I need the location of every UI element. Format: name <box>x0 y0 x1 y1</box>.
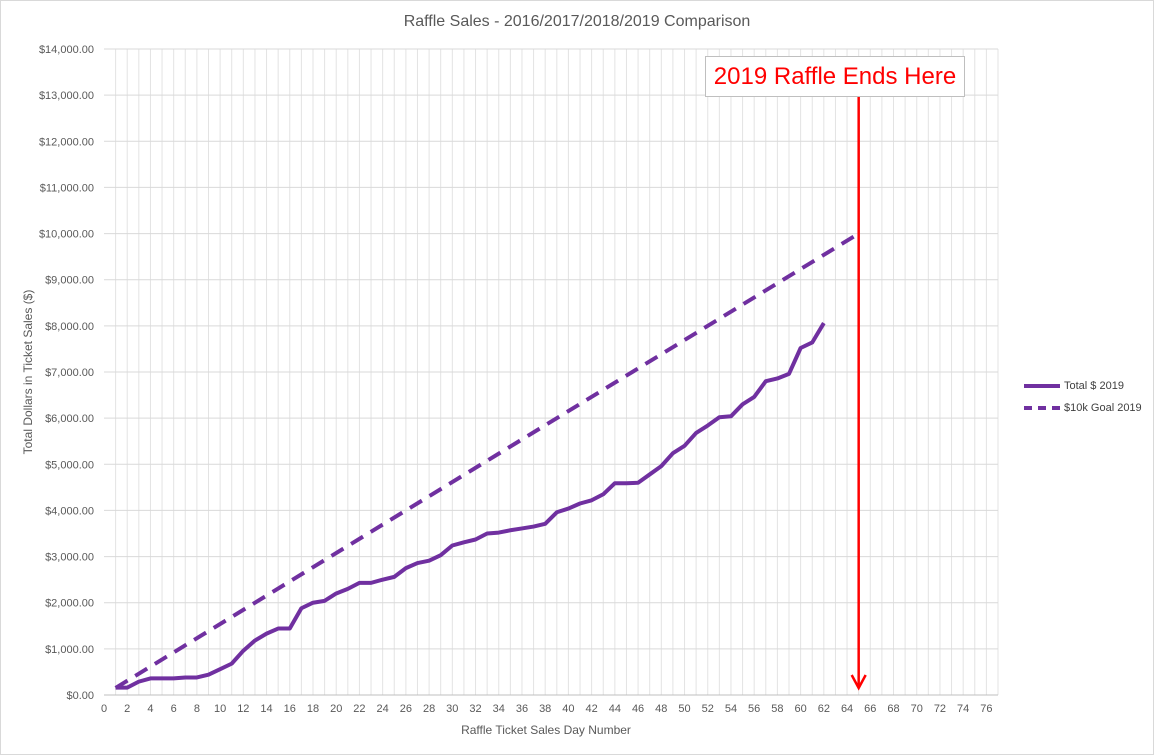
x-tick-label: 26 <box>400 703 412 715</box>
legend-label-goal: $10k Goal 2019 <box>1064 402 1142 414</box>
x-tick-label: 32 <box>469 703 481 715</box>
x-tick-label: 10 <box>214 703 226 715</box>
legend-swatch-solid <box>1024 384 1060 388</box>
x-tick-label: 14 <box>260 703 272 715</box>
x-tick-label: 50 <box>678 703 690 715</box>
series-line-total-2019 <box>115 322 826 690</box>
x-tick-label: 34 <box>493 703 505 715</box>
x-tick-label: 38 <box>539 703 551 715</box>
x-tick-label: 4 <box>147 703 153 715</box>
x-tick-label: 24 <box>377 703 389 715</box>
x-tick-label: 76 <box>980 703 992 715</box>
y-tick-label: $9,000.00 <box>45 275 94 287</box>
x-tick-label: 0 <box>101 703 107 715</box>
y-tick-label: $14,000.00 <box>39 44 94 56</box>
legend: Total $ 2019 $10k Goal 2019 <box>1024 375 1142 419</box>
y-tick-label: $11,000.00 <box>40 182 94 194</box>
x-tick-label: 74 <box>957 703 969 715</box>
x-tick-label: 66 <box>864 703 876 715</box>
annotation-arrow-head <box>850 674 867 691</box>
x-tick-labels: 0 2 4 6 8 10 12 14 16 18 20 22 24 26 28 30 32 34 36 38 40 42 4… <box>101 703 993 715</box>
x-tick-label: 8 <box>194 703 200 715</box>
chart-title: Raffle Sales - 2016/2017/2018/2019 Compa… <box>403 13 751 30</box>
x-tick-label: 36 <box>516 703 528 715</box>
x-tick-label: 48 <box>655 703 667 715</box>
y-tick-label: $7,000.00 <box>45 367 94 379</box>
y-tick-label: $4,000.00 <box>45 505 94 517</box>
y-tick-label: $12,000.00 <box>39 136 94 148</box>
x-tick-label: 30 <box>446 703 458 715</box>
legend-swatch-dashed <box>1024 406 1060 410</box>
legend-label-total: Total $ 2019 <box>1064 380 1124 392</box>
y-tick-labels: $0.00 $1,000.00 $2,000.00 $3,000.00 $4,000.0… <box>39 44 94 702</box>
x-axis-title-text: Raffle Ticket Sales Day Number <box>461 723 631 737</box>
x-tick-label: 16 <box>284 703 296 715</box>
y-tick-label: $2,000.00 <box>45 598 94 610</box>
x-tick-label: 64 <box>841 703 853 715</box>
x-tick-label: 44 <box>609 703 621 715</box>
y-tick-label: $6,000.00 <box>45 413 94 425</box>
x-tick-label: 70 <box>911 703 923 715</box>
x-tick-label: 28 <box>423 703 435 715</box>
x-tick-label: 54 <box>725 703 737 715</box>
y-tick-label: $8,000.00 <box>45 321 94 333</box>
x-tick-label: 58 <box>771 703 783 715</box>
x-tick-label: 52 <box>702 703 714 715</box>
x-tick-label: 62 <box>818 703 830 715</box>
x-tick-label: 12 <box>237 703 249 715</box>
legend-item-total: Total $ 2019 <box>1024 375 1142 397</box>
y-tick-label: $0.00 <box>66 690 94 702</box>
y-tick-label: $5,000.00 <box>45 459 94 471</box>
series-line-goal-2019 <box>114 231 860 690</box>
series-lines <box>114 231 860 690</box>
x-tick-label: 40 <box>562 703 574 715</box>
x-tick-label: 68 <box>887 703 899 715</box>
x-tick-label: 2 <box>124 703 130 715</box>
legend-item-goal: $10k Goal 2019 <box>1024 397 1142 419</box>
x-tick-label: 56 <box>748 703 760 715</box>
y-tick-label: $13,000.00 <box>39 90 94 102</box>
annotation-callout: 2019 Raffle Ends Here <box>705 56 965 97</box>
x-tick-label: 22 <box>353 703 365 715</box>
x-tick-label: 72 <box>934 703 946 715</box>
x-tick-label: 42 <box>586 703 598 715</box>
x-tick-label: 6 <box>171 703 177 715</box>
y-tick-label: $1,000.00 <box>45 644 94 656</box>
annotation-arrow <box>850 96 867 691</box>
y-tick-label: $3,000.00 <box>45 552 94 564</box>
x-tick-label: 46 <box>632 703 644 715</box>
grid-lines <box>104 48 999 696</box>
x-tick-label: 60 <box>794 703 806 715</box>
x-tick-label: 20 <box>330 703 342 715</box>
y-tick-label: $10,000.00 <box>39 229 94 241</box>
x-tick-label: 18 <box>307 703 319 715</box>
